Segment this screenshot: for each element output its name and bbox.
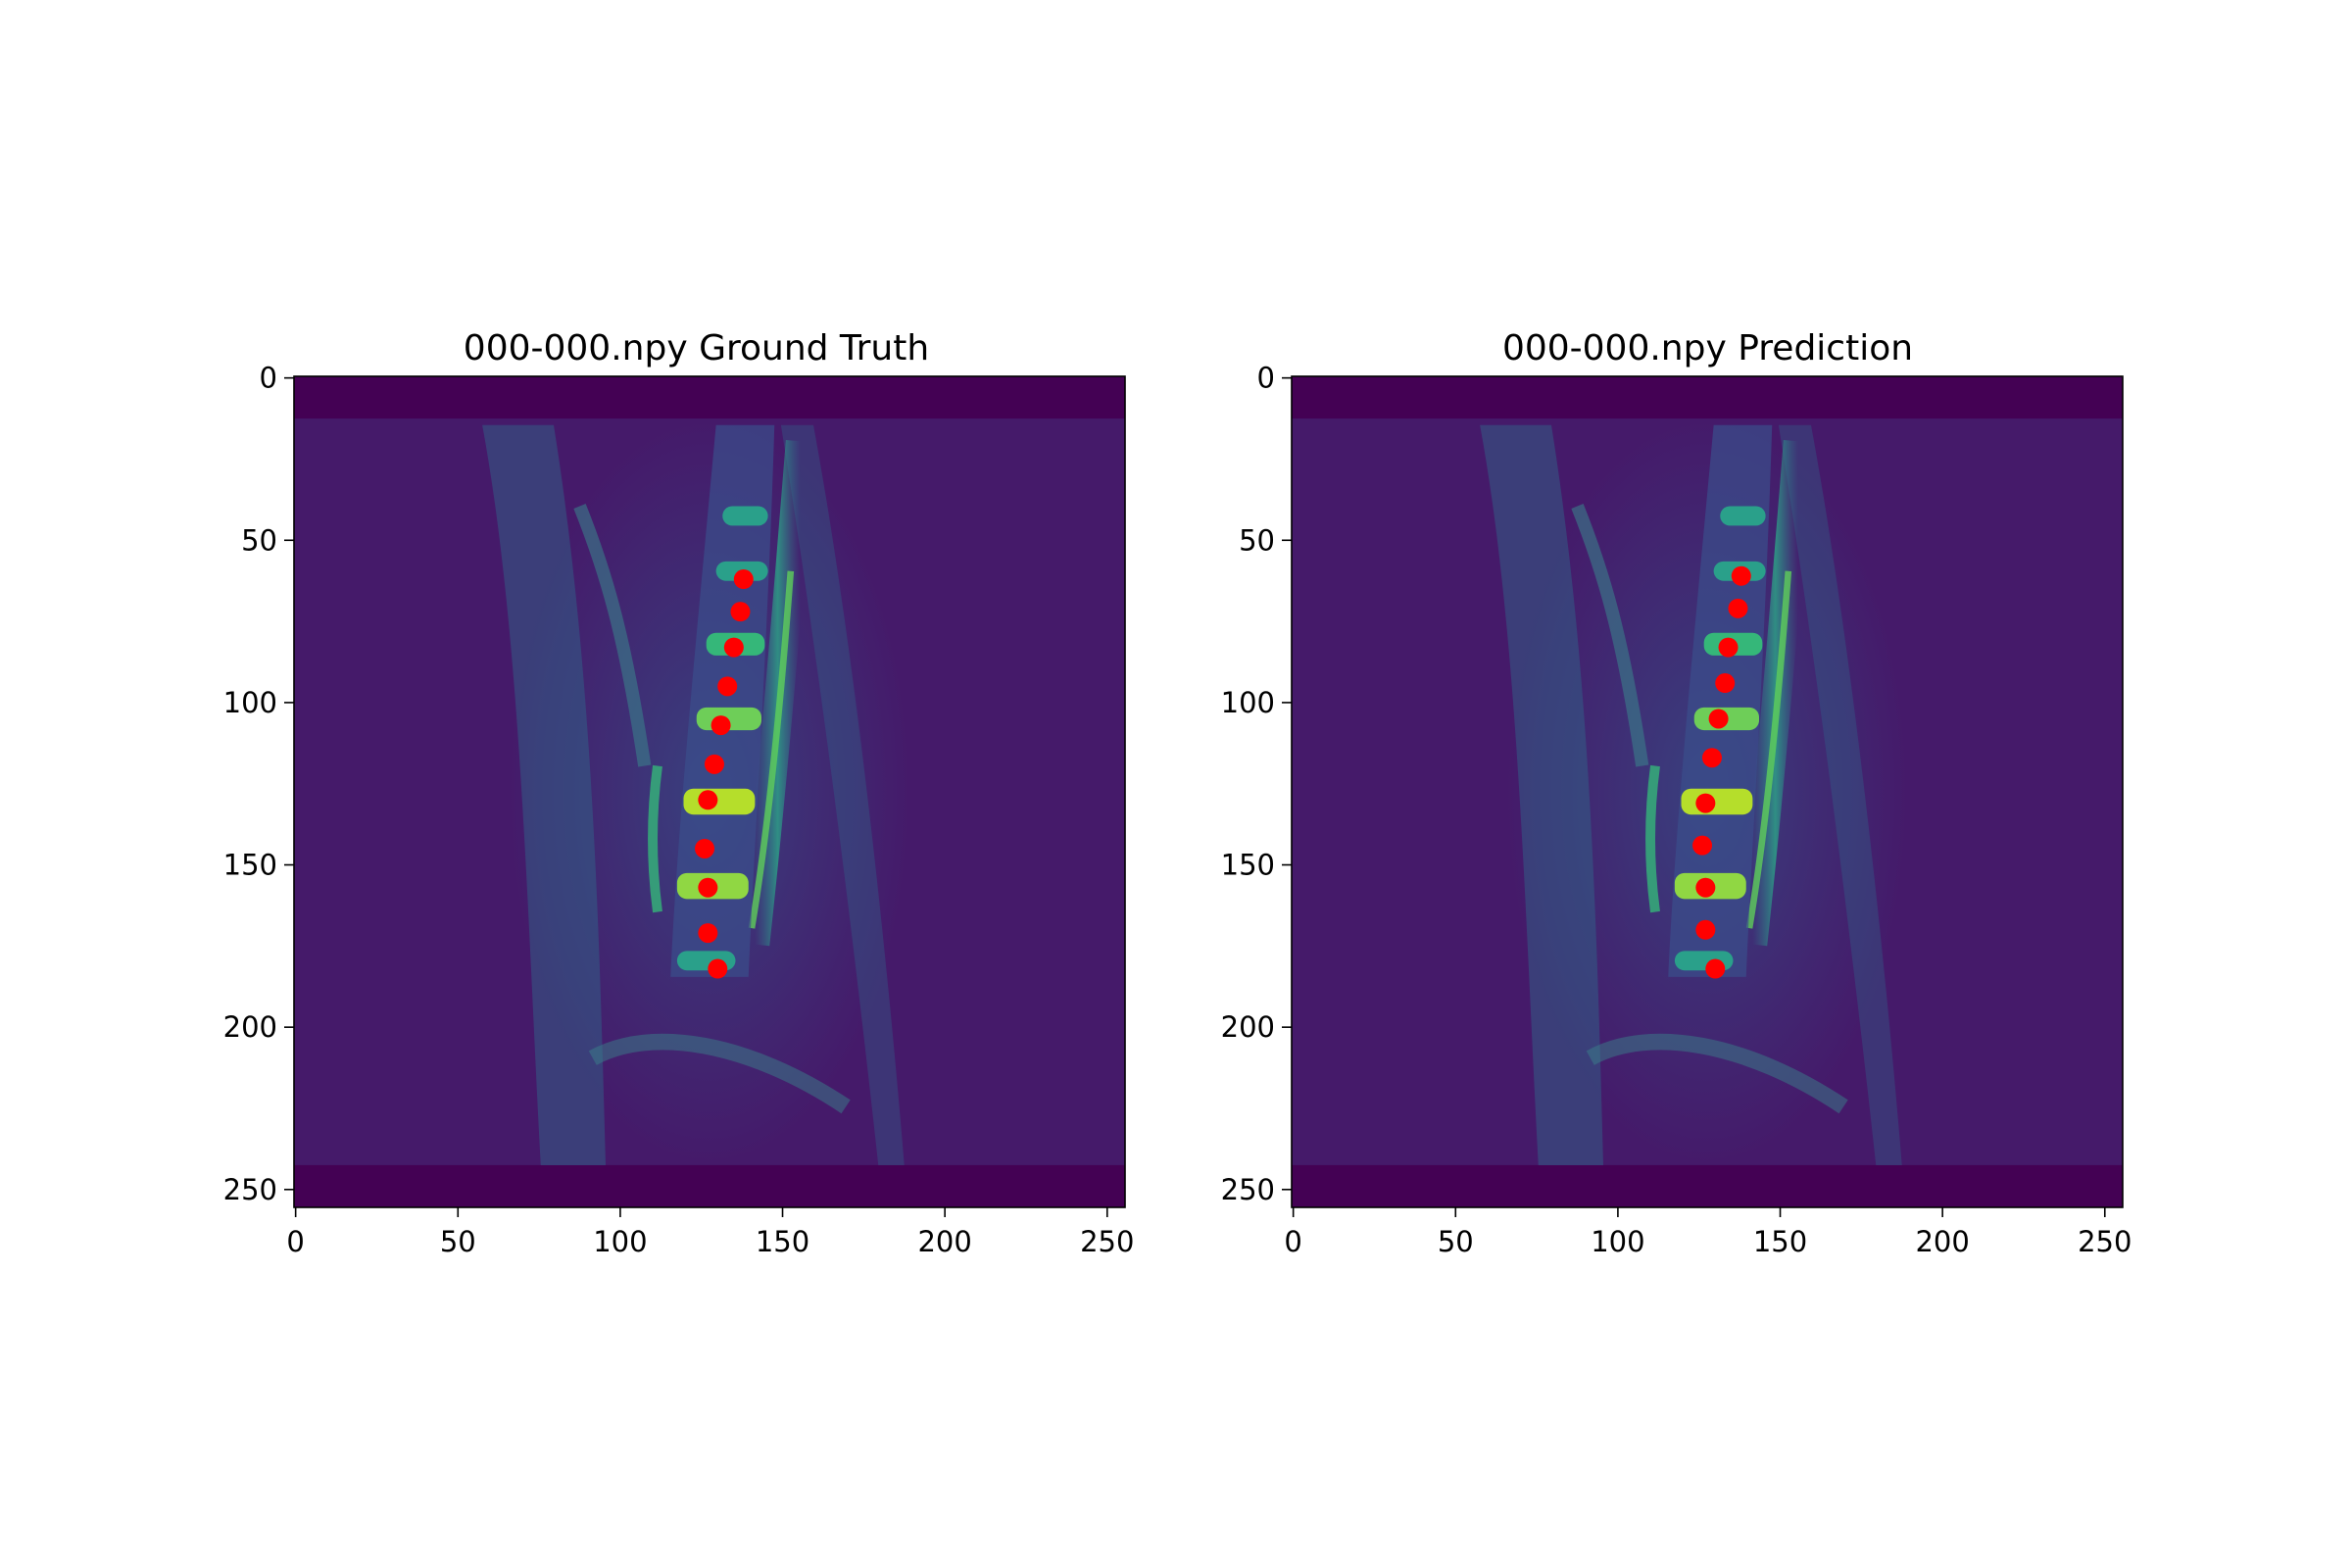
x-tick-label: 250 (2078, 1225, 2132, 1258)
landmark-point (708, 958, 728, 979)
landmark-point (710, 715, 731, 736)
landmark-point (1695, 919, 1716, 940)
y-tick-label: 100 (1221, 686, 1275, 719)
landmark-point (698, 790, 718, 810)
y-tick-label: 0 (260, 362, 277, 395)
x-tick-label: 150 (756, 1225, 809, 1258)
y-tick-label: 150 (1221, 849, 1275, 882)
y-tick-label: 200 (223, 1010, 277, 1044)
landmark-point (730, 602, 751, 622)
y-axis: 0 50 100 150 200 250 (223, 362, 294, 1206)
x-axis: 0 50 100 150 200 250 (1284, 1207, 2132, 1258)
axes-ground-truth: 000-000.npy Ground Truth 0 50 100 150 200 250… (223, 328, 1135, 1258)
landmark-point (695, 838, 715, 858)
x-tick-label: 200 (1915, 1225, 1969, 1258)
landmark-point (1715, 673, 1736, 694)
landmark-point (1731, 565, 1751, 586)
landmark-point (1728, 598, 1748, 618)
landmark-points (695, 569, 754, 979)
landmark-point (1692, 835, 1713, 856)
landmark-point (723, 637, 744, 658)
landmark-point (698, 877, 718, 898)
landmark-point (1705, 958, 1726, 979)
axes-frame (293, 375, 1126, 1208)
x-tick-label: 150 (1753, 1225, 1807, 1258)
y-tick-label: 200 (1221, 1010, 1275, 1044)
x-axis: 0 50 100 150 200 250 (286, 1207, 1134, 1258)
landmark-point (1695, 877, 1716, 898)
axes-title: 000-000.npy Ground Truth (464, 328, 929, 368)
landmark-point (1695, 793, 1716, 813)
landmark-point (698, 923, 718, 944)
landmark-point (733, 569, 754, 590)
landmark-point (717, 676, 738, 697)
x-tick-label: 50 (440, 1225, 476, 1258)
y-tick-label: 250 (223, 1173, 277, 1206)
landmark-point (704, 754, 724, 774)
x-tick-label: 100 (1591, 1225, 1644, 1258)
x-tick-label: 200 (917, 1225, 971, 1258)
y-axis: 0 50 100 150 200 250 (1221, 362, 1292, 1206)
y-tick-label: 250 (1221, 1173, 1275, 1206)
x-tick-label: 100 (593, 1225, 647, 1258)
y-tick-label: 150 (223, 849, 277, 882)
axes-frame (1291, 375, 2124, 1208)
landmark-points (1692, 565, 1751, 979)
y-tick-label: 0 (1257, 362, 1275, 395)
mri-image (1292, 376, 2123, 1207)
y-tick-label: 50 (1239, 523, 1275, 557)
axes-prediction: 000-000.npy Prediction 0 50 100 150 200 250 0… (1221, 328, 2132, 1258)
x-tick-label: 0 (1284, 1225, 1301, 1258)
y-tick-label: 50 (241, 523, 277, 557)
landmark-point (1708, 709, 1729, 729)
landmark-point (1718, 637, 1739, 658)
x-tick-label: 0 (286, 1225, 304, 1258)
landmark-point (1701, 748, 1722, 768)
x-tick-label: 50 (1438, 1225, 1474, 1258)
axes-title: 000-000.npy Prediction (1502, 328, 1913, 368)
x-tick-label: 250 (1080, 1225, 1134, 1258)
y-tick-label: 100 (223, 686, 277, 719)
